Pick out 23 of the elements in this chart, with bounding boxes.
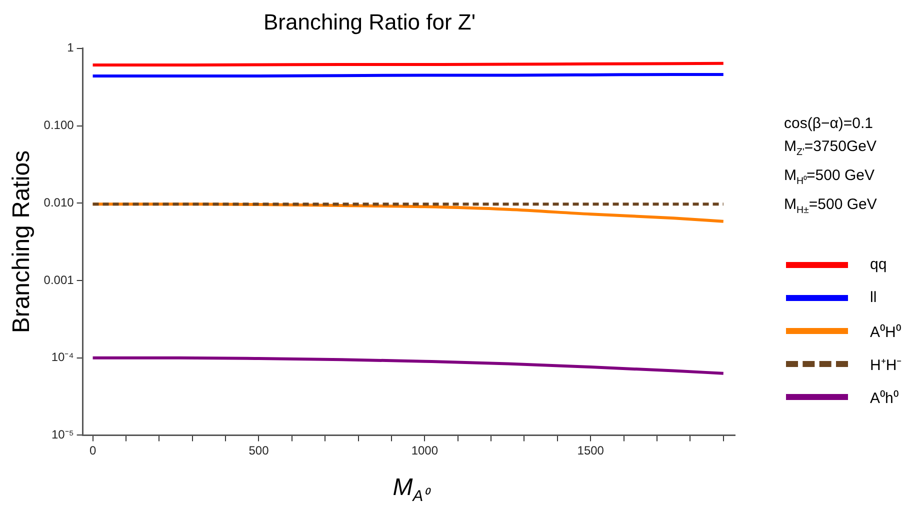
y-axis-title: Branching Ratios — [8, 150, 36, 334]
line-series — [91, 356, 725, 375]
y-tick-label: 0.010 — [44, 195, 74, 210]
y-tick-label: 0.100 — [44, 118, 74, 132]
text: M$_{H⁰}$=500 GeV — [784, 166, 876, 189]
text: cos(β−α)=0.1 — [784, 114, 874, 134]
text: M$_{Z'}$=3750GeV — [784, 137, 877, 160]
y-tick-label: 0.001 — [44, 272, 74, 287]
y-tick-label: 1 — [67, 40, 74, 55]
legend-label: qq — [870, 256, 887, 273]
x-tick-label: 0 — [89, 444, 96, 458]
legend-label: H⁺H⁻ — [870, 356, 902, 374]
x-tick-label: 1500 — [577, 444, 604, 458]
legend-label: A⁰h⁰ — [870, 388, 898, 406]
text: M$_{H±}$=500 GeV — [784, 195, 877, 218]
chart-title: Branching Ratio for Z' — [263, 9, 476, 34]
x-axis-title: M$_{A⁰}$ — [392, 474, 432, 506]
legend-label: ll — [870, 289, 877, 306]
legend-label: A⁰H⁰ — [870, 322, 901, 340]
y-tick-label: 10⁻⁴ — [51, 350, 74, 364]
y-tick-label: 10⁻⁵ — [52, 428, 74, 442]
x-tick-label: 1000 — [411, 444, 438, 458]
x-tick-label: 500 — [248, 444, 270, 458]
